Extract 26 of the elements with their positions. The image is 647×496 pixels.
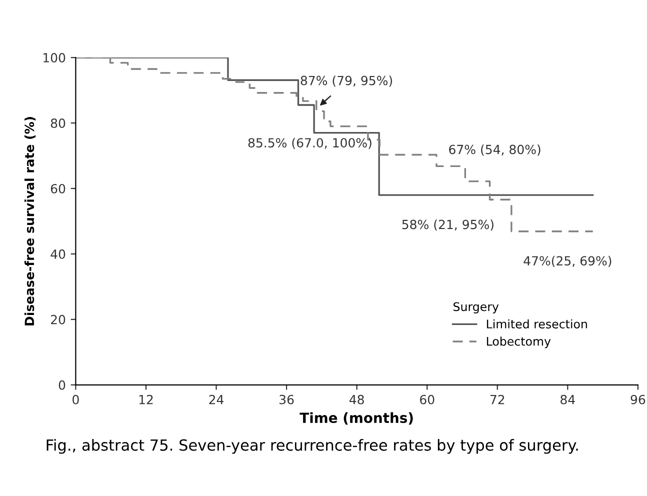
legend-title: Surgery	[454, 302, 499, 314]
x-axis-title: Time (months)	[300, 412, 413, 425]
y-tick-label: 100	[43, 53, 66, 62]
x-tick-label: 96	[630, 394, 646, 404]
y-tick-label: 40	[50, 249, 66, 259]
y-axis-title: Disease-free survival rate (%)	[24, 117, 36, 326]
x-tick-label: 24	[209, 394, 224, 404]
x-tick-label: 60	[420, 394, 434, 404]
legend-label: Limited resection	[486, 319, 587, 328]
annotation: 85.5% (67.0, 100%)	[248, 138, 372, 149]
y-tick-label: 80	[50, 118, 66, 128]
annotation: 67% (54, 80%)	[449, 144, 540, 156]
y-tick-label: 60	[50, 184, 66, 194]
x-tick-label: 72	[490, 394, 504, 404]
x-tick-label: 84	[560, 394, 575, 404]
legend-label: Lobectomy	[486, 336, 551, 348]
x-tick-label: 48	[349, 394, 364, 404]
x-tick-label: 0	[72, 394, 79, 404]
x-tick-label: 12	[139, 394, 153, 404]
annotation: 87% (79, 95%)	[300, 76, 392, 87]
annotation: 58% (21, 95%)	[402, 220, 494, 231]
text: Fig., abstract 75. Seven-year recurrence-free rates by type of surgery.	[46, 439, 578, 454]
y-tick-label: 20	[50, 314, 66, 324]
annotation: 47%(25, 69%)	[524, 256, 612, 268]
x-tick-label: 36	[280, 394, 294, 404]
y-tick-label: 0	[58, 380, 66, 390]
